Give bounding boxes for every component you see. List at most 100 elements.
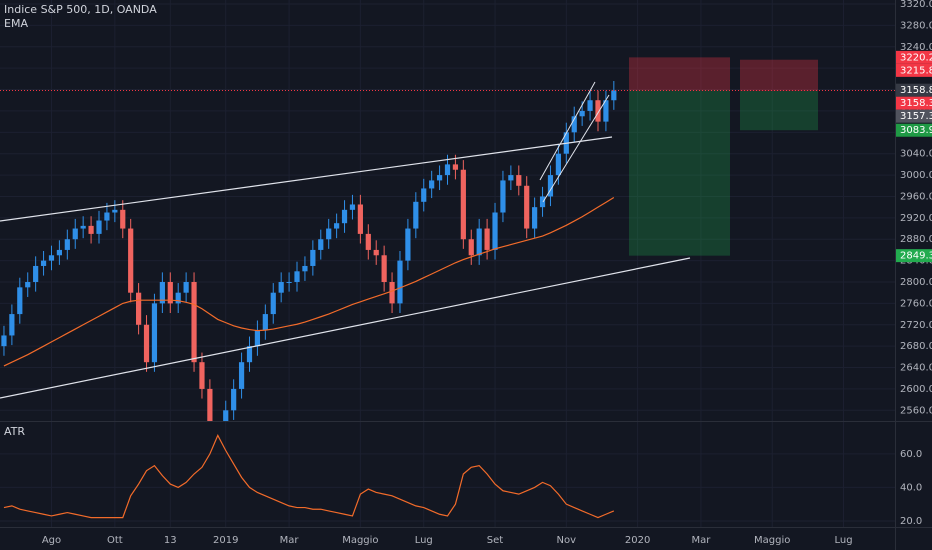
candle-body bbox=[17, 287, 23, 315]
candle-body bbox=[88, 225, 94, 234]
series-line bbox=[3, 434, 615, 519]
candle-body bbox=[1, 335, 7, 347]
target-zone bbox=[740, 90, 818, 131]
candle-body bbox=[254, 330, 261, 347]
series-line bbox=[3, 197, 615, 367]
candle-body bbox=[120, 209, 126, 229]
candle-body bbox=[72, 228, 78, 240]
price-label-bg bbox=[896, 249, 932, 263]
trend-line bbox=[539, 81, 596, 181]
candle-body bbox=[286, 282, 292, 284]
grid bbox=[0, 0, 895, 527]
y-tick-label: 2880.0 bbox=[900, 234, 932, 245]
price-label-bg bbox=[896, 63, 932, 77]
candle-body bbox=[231, 388, 237, 411]
candle-body bbox=[476, 228, 482, 256]
x-tick-label: Maggio bbox=[754, 535, 790, 546]
y-tick-label: 60.0 bbox=[900, 449, 922, 460]
candle-body bbox=[175, 292, 181, 304]
candle-body bbox=[302, 265, 308, 272]
candle-body bbox=[246, 346, 253, 363]
candle-body bbox=[381, 255, 387, 283]
y-tick-label: 20.0 bbox=[900, 516, 922, 527]
candle-body bbox=[326, 228, 332, 240]
candle-body bbox=[389, 282, 395, 304]
y-tick-label: 2800.0 bbox=[900, 277, 932, 288]
candle-body bbox=[25, 282, 31, 288]
positions bbox=[629, 57, 818, 256]
candle-body bbox=[357, 204, 363, 234]
x-tick-label: Lug bbox=[415, 535, 433, 546]
candle-body bbox=[183, 282, 189, 293]
candle-body bbox=[80, 225, 86, 229]
candle-body bbox=[595, 100, 601, 122]
candle-body bbox=[294, 271, 300, 283]
candle-body bbox=[532, 207, 538, 229]
candle-body bbox=[555, 153, 561, 176]
candle-body bbox=[611, 90, 617, 101]
candle-body bbox=[547, 175, 554, 197]
candle-body bbox=[508, 175, 514, 181]
candle-body bbox=[238, 362, 245, 389]
candle-body bbox=[207, 388, 213, 421]
price-label-bg bbox=[896, 109, 932, 123]
y-tick-label: 3240.0 bbox=[900, 42, 932, 53]
candle-body bbox=[452, 164, 459, 170]
x-tick-label: Ago bbox=[42, 535, 61, 546]
candle-body bbox=[421, 188, 427, 202]
candle-body bbox=[191, 282, 197, 363]
price-label: 3157.3 bbox=[900, 111, 932, 122]
candle-body bbox=[429, 180, 435, 189]
trend-line bbox=[542, 94, 610, 203]
candle-body bbox=[397, 260, 403, 304]
price-label-bg bbox=[896, 123, 932, 137]
x-tick-label: Lug bbox=[834, 535, 852, 546]
candle-body bbox=[334, 223, 340, 229]
y-tick-label: 2920.0 bbox=[900, 213, 932, 224]
candle-body bbox=[484, 228, 490, 250]
price-label: 2849.3 bbox=[900, 251, 932, 262]
x-tick-label: Nov bbox=[557, 535, 577, 546]
candle-body bbox=[167, 282, 173, 304]
candle-body bbox=[318, 239, 324, 250]
candle-body bbox=[33, 265, 39, 283]
candle-body bbox=[579, 110, 585, 117]
candle-body bbox=[571, 116, 577, 133]
y-tick-label: 2640.0 bbox=[900, 363, 932, 374]
candle-body bbox=[262, 314, 268, 331]
candle-body bbox=[223, 410, 229, 421]
candle-body bbox=[349, 204, 356, 210]
price-label: 3220.2 bbox=[900, 52, 932, 63]
stop-zone bbox=[629, 57, 730, 91]
x-tick-label: Mar bbox=[692, 535, 712, 546]
candle-body bbox=[199, 362, 205, 389]
y-tick-label: 2560.0 bbox=[900, 405, 932, 416]
candle-body bbox=[539, 196, 546, 208]
y-tick-label: 2720.0 bbox=[900, 320, 932, 331]
candle-body bbox=[278, 282, 284, 293]
price-label-bg bbox=[896, 50, 932, 64]
candle-body bbox=[9, 314, 15, 336]
candle-body bbox=[270, 292, 276, 315]
candle-body bbox=[587, 100, 593, 111]
candle-body bbox=[341, 209, 348, 224]
candle-body bbox=[516, 175, 522, 186]
candle-body bbox=[64, 239, 70, 250]
x-tick-label: 13 bbox=[164, 535, 177, 546]
x-tick-label: Set bbox=[487, 535, 504, 546]
y-tick-label: 3320.0 bbox=[900, 0, 932, 10]
y-tick-label: 3000.0 bbox=[900, 170, 932, 181]
y-tick-label: 3280.0 bbox=[900, 20, 932, 31]
candle-body bbox=[413, 201, 419, 229]
candle-body bbox=[468, 239, 474, 256]
x-tick-label: 2020 bbox=[625, 535, 650, 546]
candle-body bbox=[603, 100, 609, 122]
y-tick-label: 3040.0 bbox=[900, 149, 932, 160]
candle-body bbox=[40, 260, 47, 266]
x-tick-label: Maggio bbox=[342, 535, 378, 546]
candle-body bbox=[159, 282, 165, 304]
trend-line bbox=[0, 136, 613, 222]
x-tick-label: Mar bbox=[280, 535, 300, 546]
price-label-bg bbox=[896, 83, 932, 97]
